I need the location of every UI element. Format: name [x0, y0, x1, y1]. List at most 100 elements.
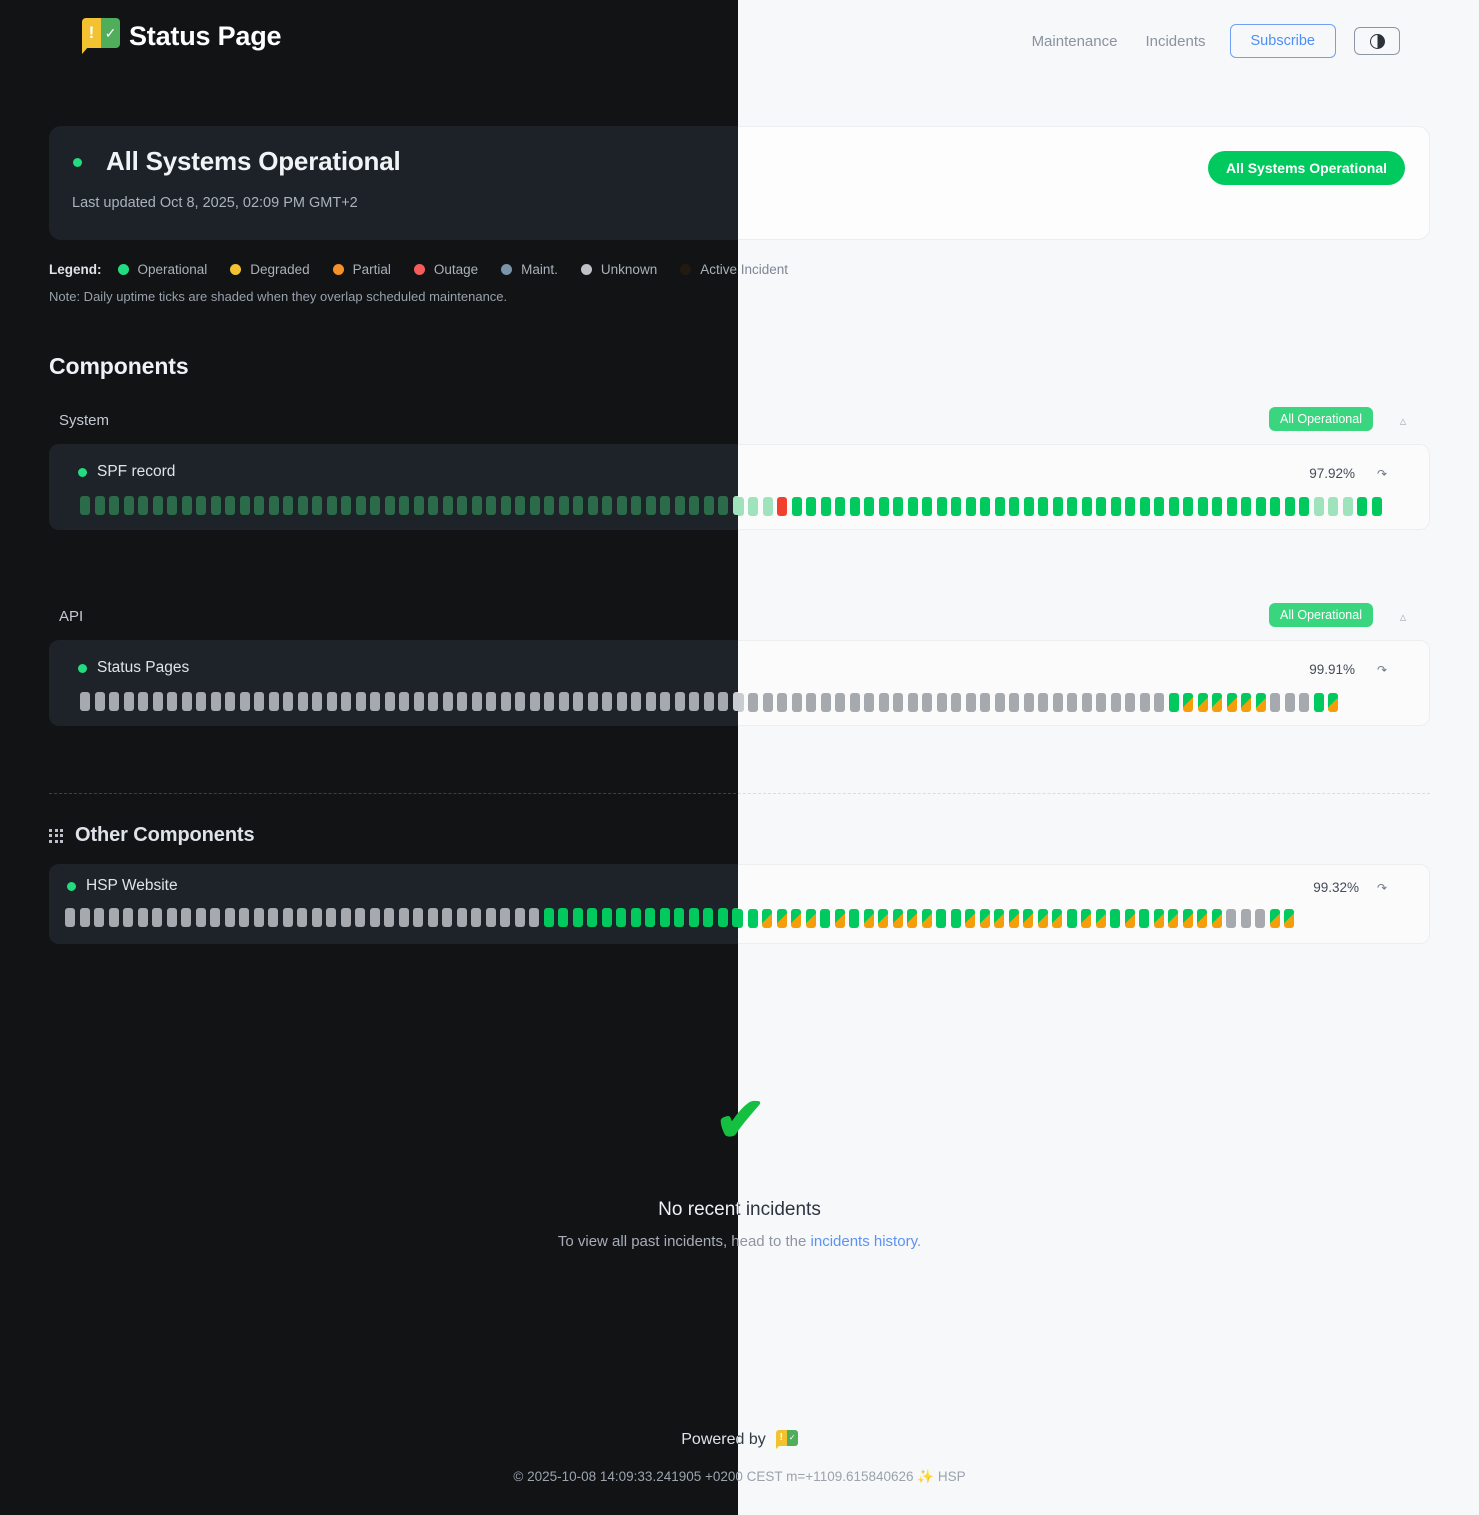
uptime-tick[interactable]	[1110, 693, 1121, 712]
uptime-tick[interactable]	[1037, 909, 1048, 928]
uptime-tick[interactable]	[181, 908, 191, 927]
uptime-tick[interactable]	[399, 692, 409, 711]
uptime-tick[interactable]	[196, 496, 206, 515]
uptime-tick[interactable]	[616, 908, 626, 927]
uptime-tick[interactable]	[457, 692, 467, 711]
uptime-tick[interactable]	[341, 692, 351, 711]
uptime-tick[interactable]	[1182, 909, 1193, 928]
uptime-tick[interactable]	[558, 496, 569, 515]
theme-toggle-button[interactable]	[1354, 27, 1400, 55]
uptime-tick[interactable]	[224, 908, 235, 927]
uptime-tick[interactable]	[442, 692, 453, 711]
nav-link-maintenance[interactable]: Maintenance	[1031, 32, 1118, 50]
uptime-tick[interactable]	[965, 693, 976, 712]
uptime-tick[interactable]	[413, 496, 424, 515]
uptime-tick[interactable]	[849, 909, 859, 928]
uptime-tick[interactable]	[268, 692, 279, 711]
uptime-tick[interactable]	[1342, 497, 1353, 516]
uptime-tick[interactable]	[80, 692, 90, 711]
uptime-tick[interactable]	[1240, 909, 1251, 928]
uptime-tick[interactable]	[167, 496, 177, 515]
uptime-tick[interactable]	[428, 692, 438, 711]
uptime-tick[interactable]	[936, 693, 947, 712]
component-row[interactable]: SPF record 97.92% ↷	[738, 444, 1430, 530]
uptime-tick[interactable]	[239, 692, 250, 711]
uptime-tick[interactable]	[500, 908, 510, 927]
uptime-tick[interactable]	[167, 692, 177, 711]
uptime-tick[interactable]	[820, 497, 831, 516]
uptime-tick[interactable]	[341, 496, 351, 515]
uptime-tick[interactable]	[893, 497, 903, 516]
uptime-tick[interactable]	[738, 497, 744, 516]
uptime-tick[interactable]	[936, 497, 947, 516]
uptime-tick[interactable]	[210, 496, 221, 515]
uptime-tick[interactable]	[835, 693, 845, 712]
uptime-tick[interactable]	[1284, 497, 1295, 516]
uptime-tick[interactable]	[312, 692, 322, 711]
uptime-tick[interactable]	[1328, 497, 1338, 516]
chevron-up-icon[interactable]: ▵	[1399, 413, 1407, 428]
uptime-tick[interactable]	[311, 908, 322, 927]
uptime-tick[interactable]	[1197, 497, 1208, 516]
uptime-tick[interactable]	[312, 496, 322, 515]
uptime-tick[interactable]	[428, 496, 438, 515]
uptime-tick[interactable]	[717, 908, 728, 927]
uptime-tick[interactable]	[370, 692, 380, 711]
uptime-tick[interactable]	[1095, 909, 1106, 928]
uptime-tick[interactable]	[806, 693, 816, 712]
uptime-tick[interactable]	[893, 693, 903, 712]
uptime-tick[interactable]	[413, 692, 424, 711]
uptime-tick[interactable]	[268, 496, 279, 515]
uptime-tick[interactable]	[1270, 497, 1280, 516]
uptime-tick[interactable]	[732, 908, 742, 927]
uptime-tick[interactable]	[138, 692, 148, 711]
uptime-tick[interactable]	[442, 908, 452, 927]
status-page-mark-icon[interactable]: ! ✓	[775, 1430, 798, 1449]
group-header[interactable]: API All Operational ▵	[738, 600, 1430, 640]
uptime-tick[interactable]	[936, 909, 946, 928]
uptime-tick[interactable]	[254, 496, 264, 515]
uptime-tick[interactable]	[529, 908, 539, 927]
uptime-tick[interactable]	[979, 909, 990, 928]
uptime-tick[interactable]	[1052, 693, 1063, 712]
uptime-tick[interactable]	[138, 496, 148, 515]
uptime-tick[interactable]	[1110, 497, 1121, 516]
uptime-tick[interactable]	[1009, 497, 1019, 516]
uptime-tick[interactable]	[543, 908, 554, 927]
uptime-tick[interactable]	[544, 692, 554, 711]
uptime-tick[interactable]	[1168, 497, 1179, 516]
uptime-tick[interactable]	[791, 909, 801, 928]
uptime-tick[interactable]	[1371, 497, 1382, 516]
uptime-tick[interactable]	[239, 908, 249, 927]
uptime-tick[interactable]	[152, 496, 163, 515]
uptime-tick[interactable]	[718, 692, 728, 711]
uptime-tick[interactable]	[326, 496, 337, 515]
uptime-tick[interactable]	[80, 496, 90, 515]
uptime-tick[interactable]	[1197, 693, 1208, 712]
uptime-tick[interactable]	[123, 908, 133, 927]
uptime-tick[interactable]	[514, 908, 525, 927]
uptime-tick[interactable]	[689, 692, 699, 711]
uptime-tick[interactable]	[748, 497, 758, 516]
uptime-tick[interactable]	[950, 909, 961, 928]
uptime-tick[interactable]	[907, 693, 918, 712]
uptime-tick-bar[interactable]	[738, 909, 1294, 928]
uptime-tick[interactable]	[471, 496, 482, 515]
uptime-tick[interactable]	[616, 692, 627, 711]
uptime-tick[interactable]	[529, 496, 540, 515]
uptime-tick[interactable]	[849, 497, 860, 516]
uptime-tick[interactable]	[1183, 693, 1193, 712]
uptime-tick[interactable]	[529, 692, 540, 711]
uptime-tick[interactable]	[500, 692, 511, 711]
uptime-tick[interactable]	[718, 496, 728, 515]
uptime-tick[interactable]	[369, 908, 380, 927]
uptime-tick[interactable]	[864, 693, 874, 712]
uptime-tick[interactable]	[355, 496, 366, 515]
uptime-tick[interactable]	[1269, 909, 1280, 928]
uptime-tick[interactable]	[384, 908, 394, 927]
uptime-tick[interactable]	[806, 497, 816, 516]
incidents-history-link[interactable]: incidents history	[810, 1233, 917, 1250]
uptime-tick[interactable]	[660, 692, 670, 711]
nav-link-incidents[interactable]: Incidents	[1145, 32, 1206, 50]
uptime-tick[interactable]	[297, 496, 308, 515]
